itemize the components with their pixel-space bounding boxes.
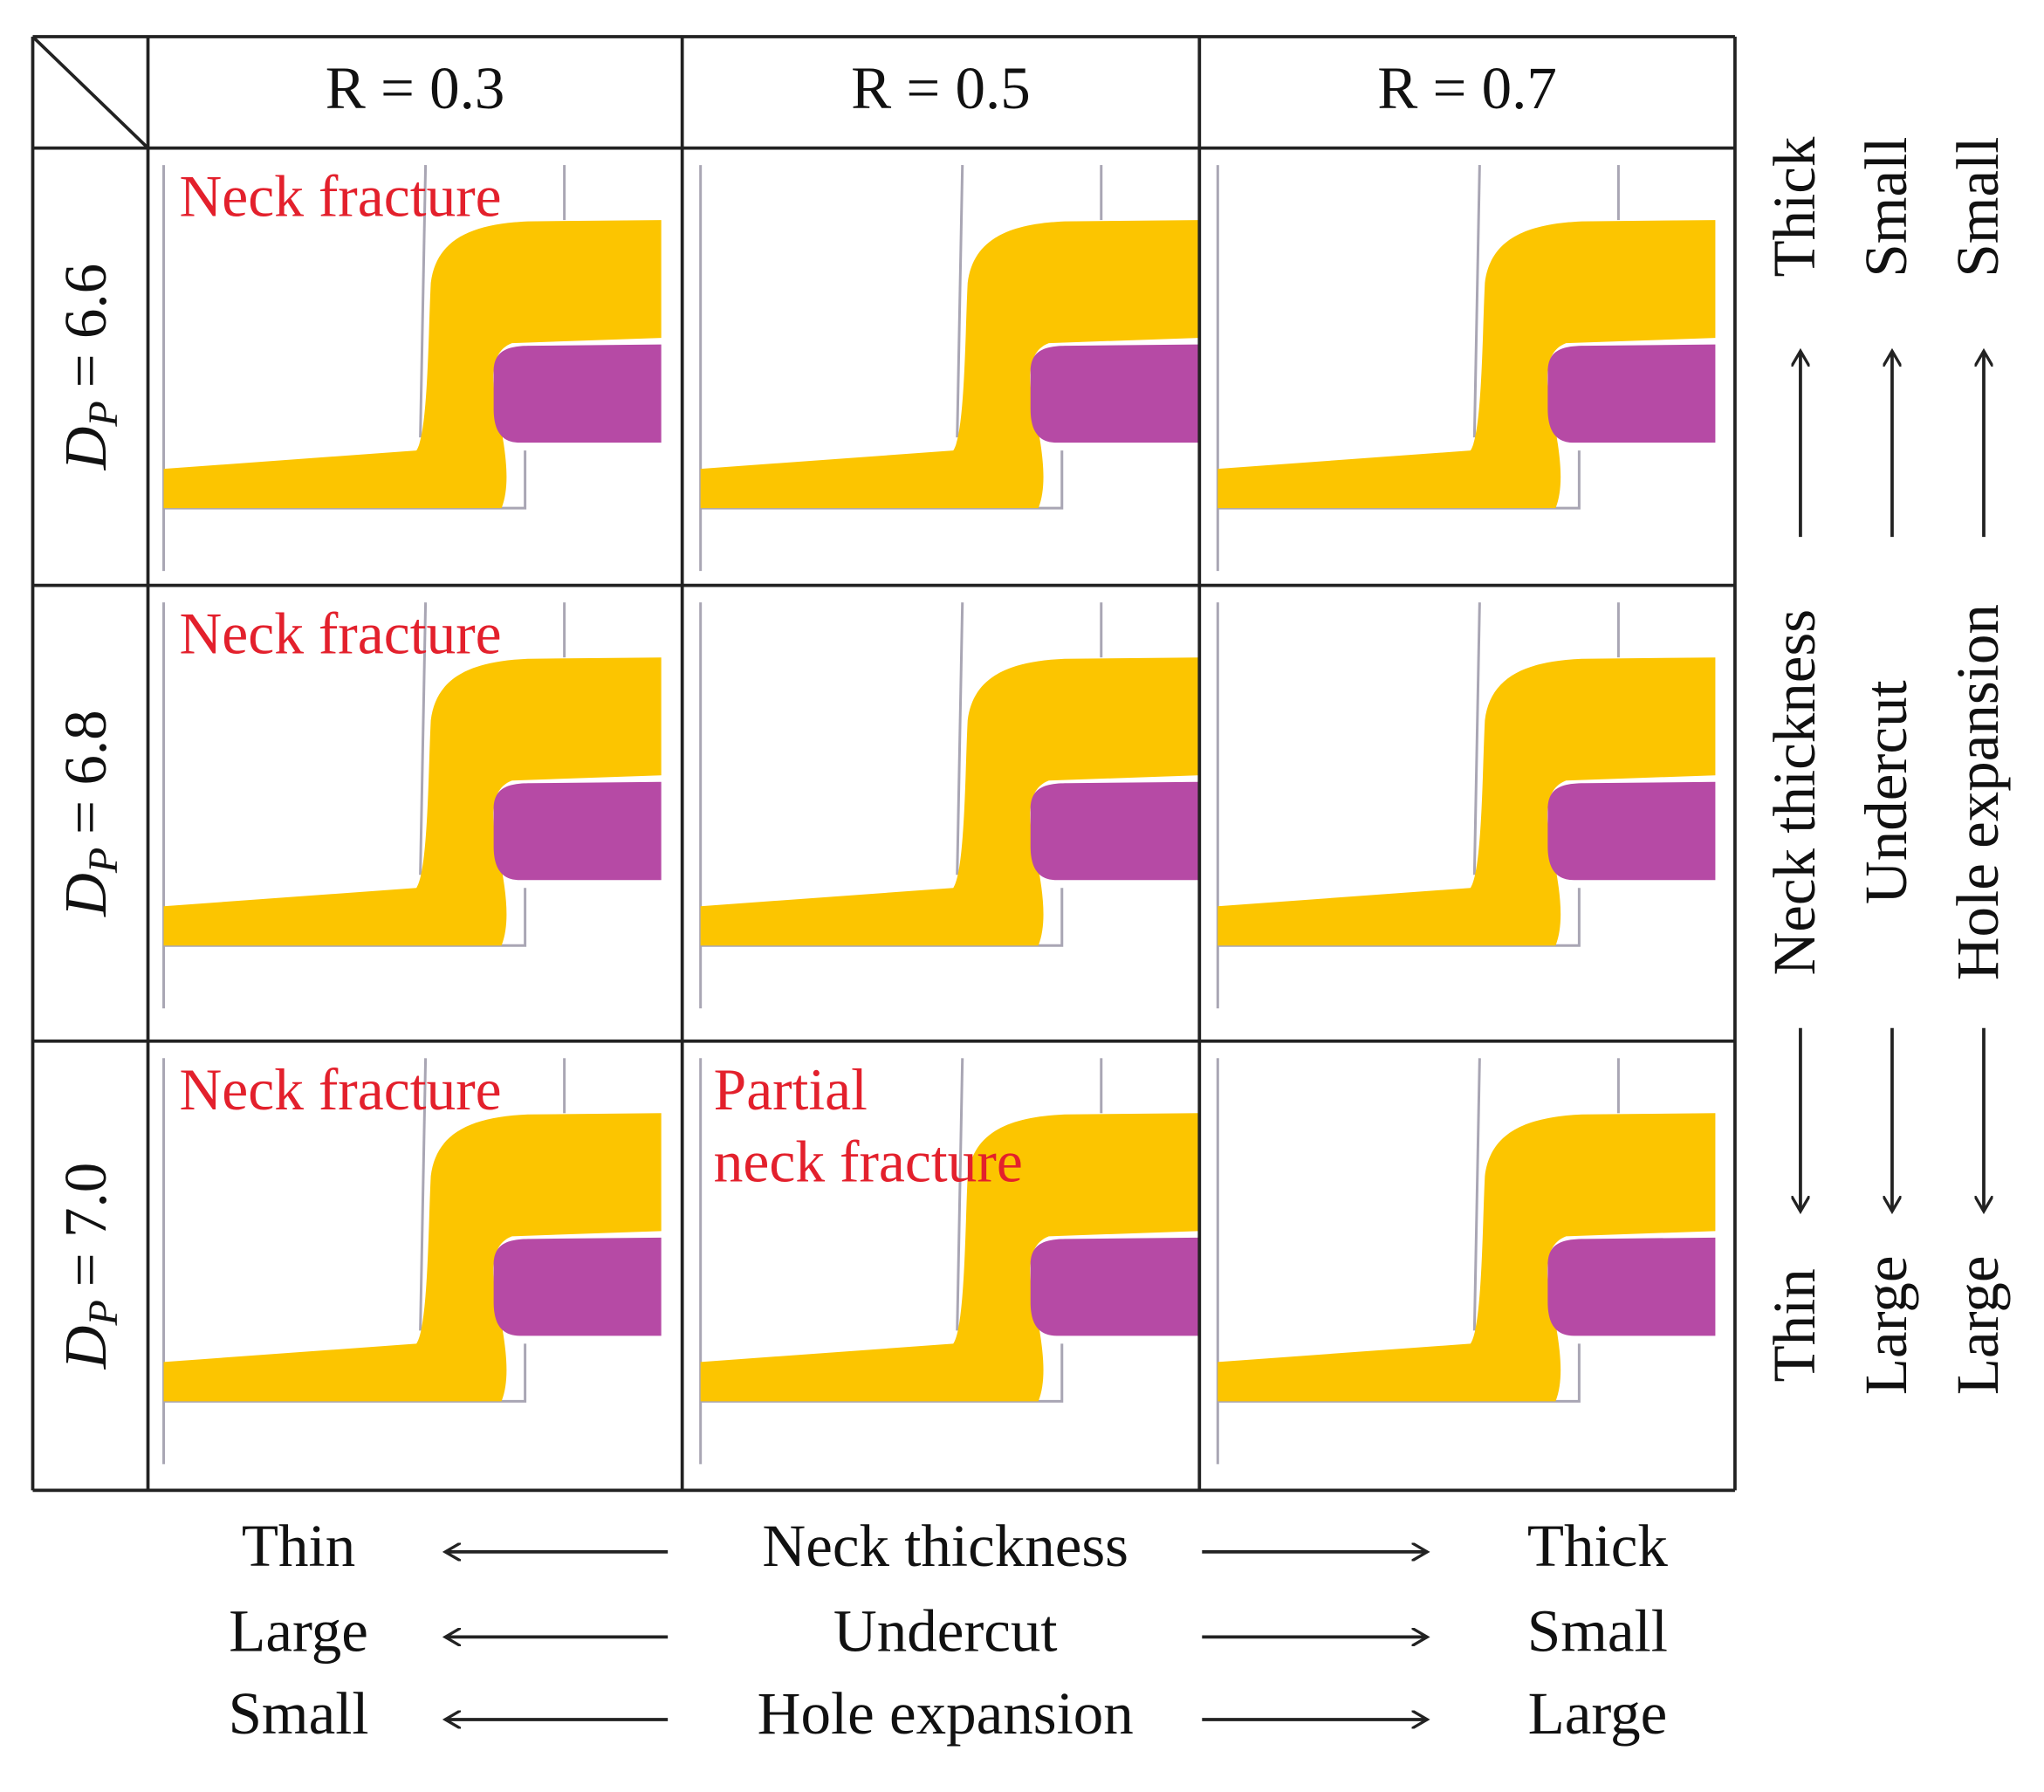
scale-bottom: Thin [1761, 1268, 1828, 1382]
scale-label: Hole expansion [758, 1680, 1134, 1747]
cell-images [162, 163, 1717, 1466]
column-header: R = 0.3 [326, 55, 505, 121]
row-subscript: P [80, 848, 127, 874]
scale-label: Neck thickness [762, 1513, 1128, 1579]
scale-left: Large [229, 1597, 368, 1664]
scale-label: Undercut [1853, 680, 1919, 904]
scale-right: Large [1528, 1680, 1668, 1747]
annotation: neck fracture [714, 1129, 1023, 1194]
annotation: Neck fracture [180, 164, 502, 230]
scale-right: Small [1527, 1597, 1668, 1664]
simulation-image [1216, 163, 1717, 573]
annotation: Neck fracture [180, 1057, 502, 1123]
row-subscript: P [80, 1300, 127, 1326]
simulation-image [1216, 1056, 1717, 1466]
simulation-image [699, 601, 1200, 1010]
simulation-image [1216, 601, 1717, 1010]
scale-top: Small [1853, 137, 1919, 278]
row-value: = 6.6 [52, 264, 119, 388]
scale-left: Small [229, 1680, 369, 1747]
scale-label: Neck thickness [1761, 609, 1828, 976]
scale-bottom: Large [1853, 1256, 1919, 1396]
scale-top: Thick [1761, 136, 1828, 277]
row-label: DP = 7.0 [52, 1163, 127, 1370]
scale-left: Thin [242, 1513, 355, 1579]
scale-label: Hole expansion [1945, 604, 2011, 980]
annotation: Partial [714, 1057, 868, 1123]
row-symbol: D [52, 873, 119, 917]
scale-bottom: Large [1945, 1256, 2011, 1396]
row-label: DP = 6.6 [52, 264, 127, 471]
scale-right: Thick [1527, 1513, 1668, 1579]
row-value: = 7.0 [52, 1163, 119, 1287]
row-value: = 6.8 [52, 710, 119, 834]
row-subscript: P [80, 401, 127, 427]
table-grid [31, 35, 1737, 1493]
scale-top: Small [1945, 137, 2011, 278]
row-symbol: D [52, 427, 119, 471]
annotation: Neck fracture [180, 601, 502, 667]
scale-label: Undercut [833, 1597, 1058, 1664]
column-header: R = 0.7 [1377, 55, 1557, 121]
column-header: R = 0.5 [851, 55, 1031, 121]
row-symbol: D [52, 1326, 119, 1370]
row-label: DP = 6.8 [52, 710, 127, 917]
simulation-image [699, 163, 1200, 573]
